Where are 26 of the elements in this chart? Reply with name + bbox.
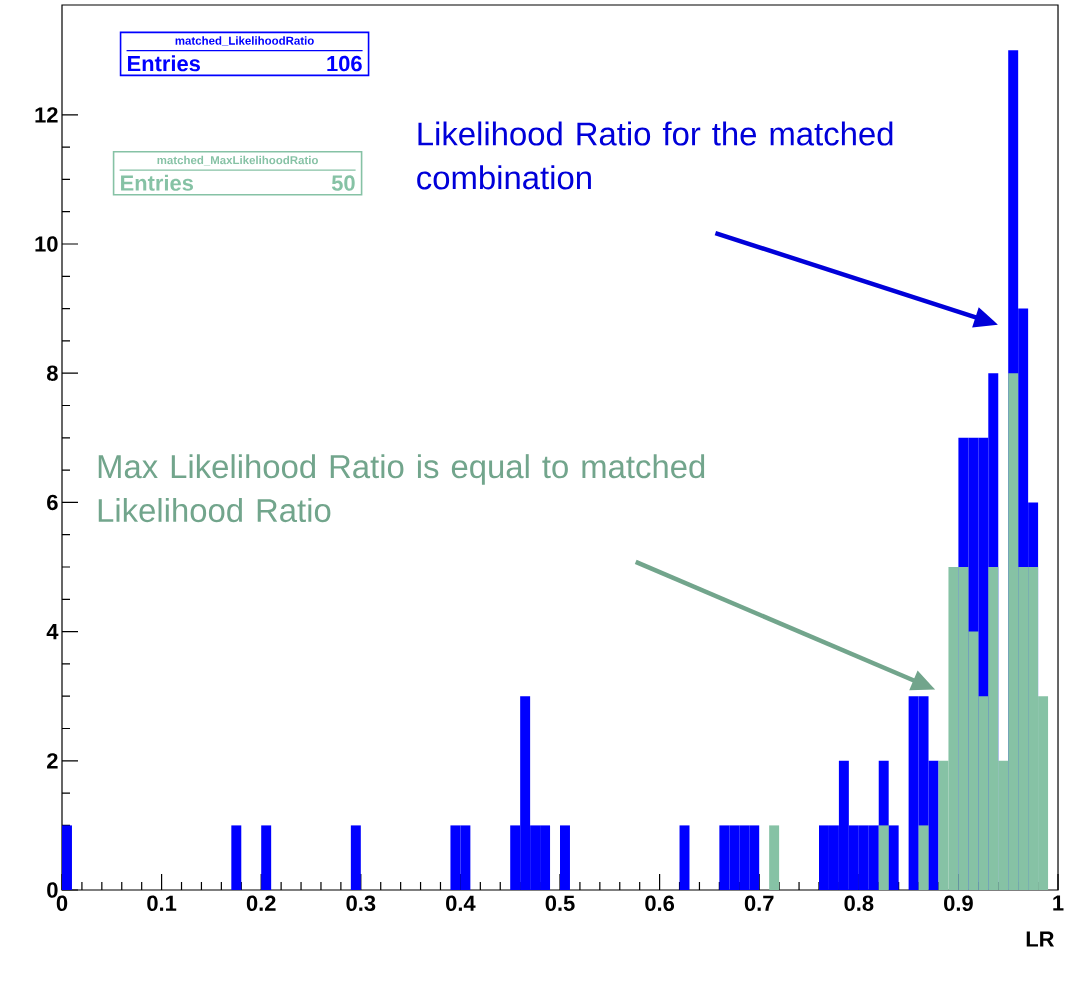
y-tick-label: 2 [47, 753, 58, 769]
x-tick-label: 1 [1053, 895, 1064, 911]
text: matched_MaxLikelihoodRatio [157, 155, 318, 166]
x-tick-label: 0.4 [446, 895, 476, 912]
annotation: Entries [121, 174, 193, 191]
x-tick-label: 0.2 [246, 895, 276, 912]
x-tick-label: 0.8 [844, 895, 874, 912]
y-tick-label: 4 [46, 624, 59, 640]
x-tick-label: 0.9 [944, 895, 973, 912]
x-axis-title: LR [1026, 931, 1055, 947]
annotation: Max Likelihood Ratio is equal to matched Likelihood Ratio [98, 454, 705, 523]
x-tick-label: 0.1 [147, 895, 177, 912]
x-tick-label: 0.6 [645, 895, 675, 912]
x-tick-label: 0.5 [545, 895, 575, 912]
annotation: Likelihood Ratio for the matched combination [417, 121, 893, 190]
annotation: 50 [331, 175, 355, 191]
annotation: Entries [128, 55, 200, 72]
y-tick-label: 8 [46, 365, 58, 381]
y-tick-label: 0 [47, 882, 58, 898]
y-tick-label: 12 [35, 107, 58, 123]
x-tick-label: 0.3 [346, 895, 376, 912]
y-tick-label: 6 [47, 494, 58, 511]
x-tick-label: 0.7 [744, 895, 774, 912]
y-tick-label: 10 [35, 236, 58, 252]
text: matched_LikelihoodRatio [175, 36, 314, 47]
annotation: 106 [327, 55, 362, 72]
